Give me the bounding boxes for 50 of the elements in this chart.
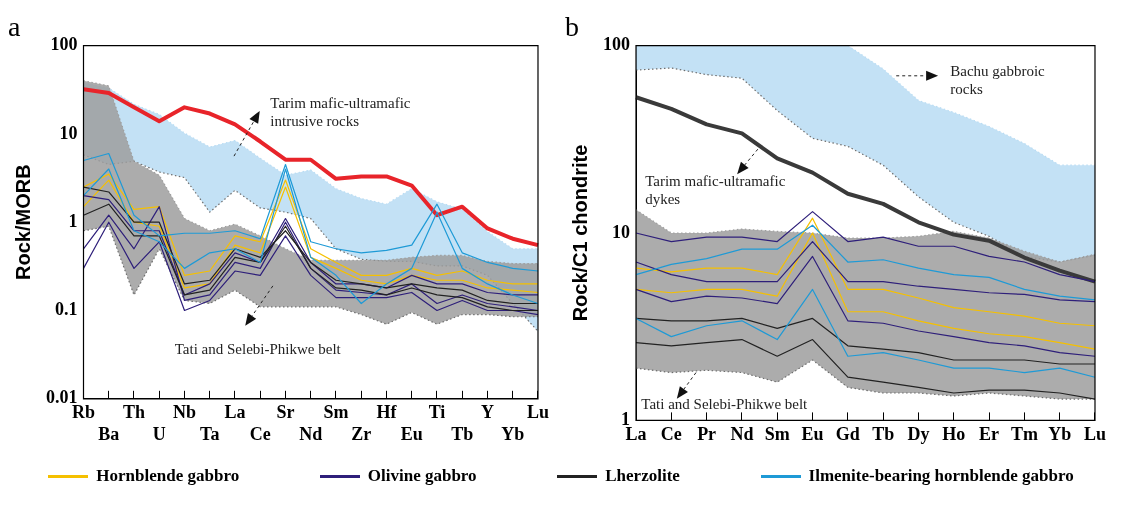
annotation: Tati and Selebi-Phikwe belt [174,340,342,357]
annotation: Tati and Selebi-Phikwe belt [641,396,809,413]
y-axis-title: Rock/MORB [11,164,34,280]
annotation: Tarim mafic-ultramafic intrusive rocks [270,95,411,130]
y-tick-label: 10 [612,221,630,242]
x-tick-label: La [224,402,246,423]
x-tick-label: Y [480,402,494,423]
x-tick-label: Ce [249,423,271,444]
x-tick-label: Ce [660,423,682,444]
x-tick-label: Nb [172,402,197,423]
x-tick-label: Tm [1010,423,1038,444]
x-tick-label: Lu [1083,423,1107,444]
y-tick-label: 0.1 [55,299,78,320]
x-tick-label: Eu [400,423,423,444]
annotation: Tarim mafic-ultramafic dykes [645,173,786,208]
x-tick-label: Pr [697,423,717,444]
legend-label: Ilmenite-bearing hornblende gabbro [808,466,1074,486]
x-tick-label: Yb [501,423,525,444]
y-tick-label: 10 [59,122,78,143]
y-axis-title: Rock/C1 chondrite [568,144,591,322]
x-tick-label: Zr [351,423,372,444]
chart-title: b [565,11,579,43]
x-tick-label: Dy [907,423,930,444]
x-tick-label: Sm [764,423,790,444]
x-tick-label: Gd [835,423,860,444]
x-tick-label: Th [122,402,146,423]
y-tick-label: 1 [68,210,78,231]
x-tick-label: Sm [323,402,349,423]
y-tick-label: 100 [50,34,78,55]
y-tick-label: 100 [603,34,630,55]
x-tick-label: Sr [276,402,295,423]
x-tick-label: Nd [730,423,754,444]
chart-title: a [8,11,21,43]
x-tick-label: Yb [1048,423,1072,444]
x-tick-label: Nd [299,423,323,444]
annotation: Bachu gabbroic rocks [950,63,1046,98]
x-tick-label: Ta [200,423,220,444]
x-tick-label: Er [979,423,1000,444]
x-tick-label: U [152,423,166,444]
x-tick-label: Tb [872,423,895,444]
x-tick-label: Ti [428,402,446,423]
x-tick-label: Tb [451,423,474,444]
legend-label: Lherzolite [605,466,680,486]
x-tick-label: Ba [98,423,120,444]
x-tick-label: Lu [526,402,550,423]
x-tick-label: Hf [376,402,398,423]
x-tick-label: Ho [942,423,966,444]
x-tick-label: Eu [801,423,824,444]
legend-label: Olivine gabbro [367,466,477,486]
legend-label: Hornblende gabbro [96,466,240,486]
